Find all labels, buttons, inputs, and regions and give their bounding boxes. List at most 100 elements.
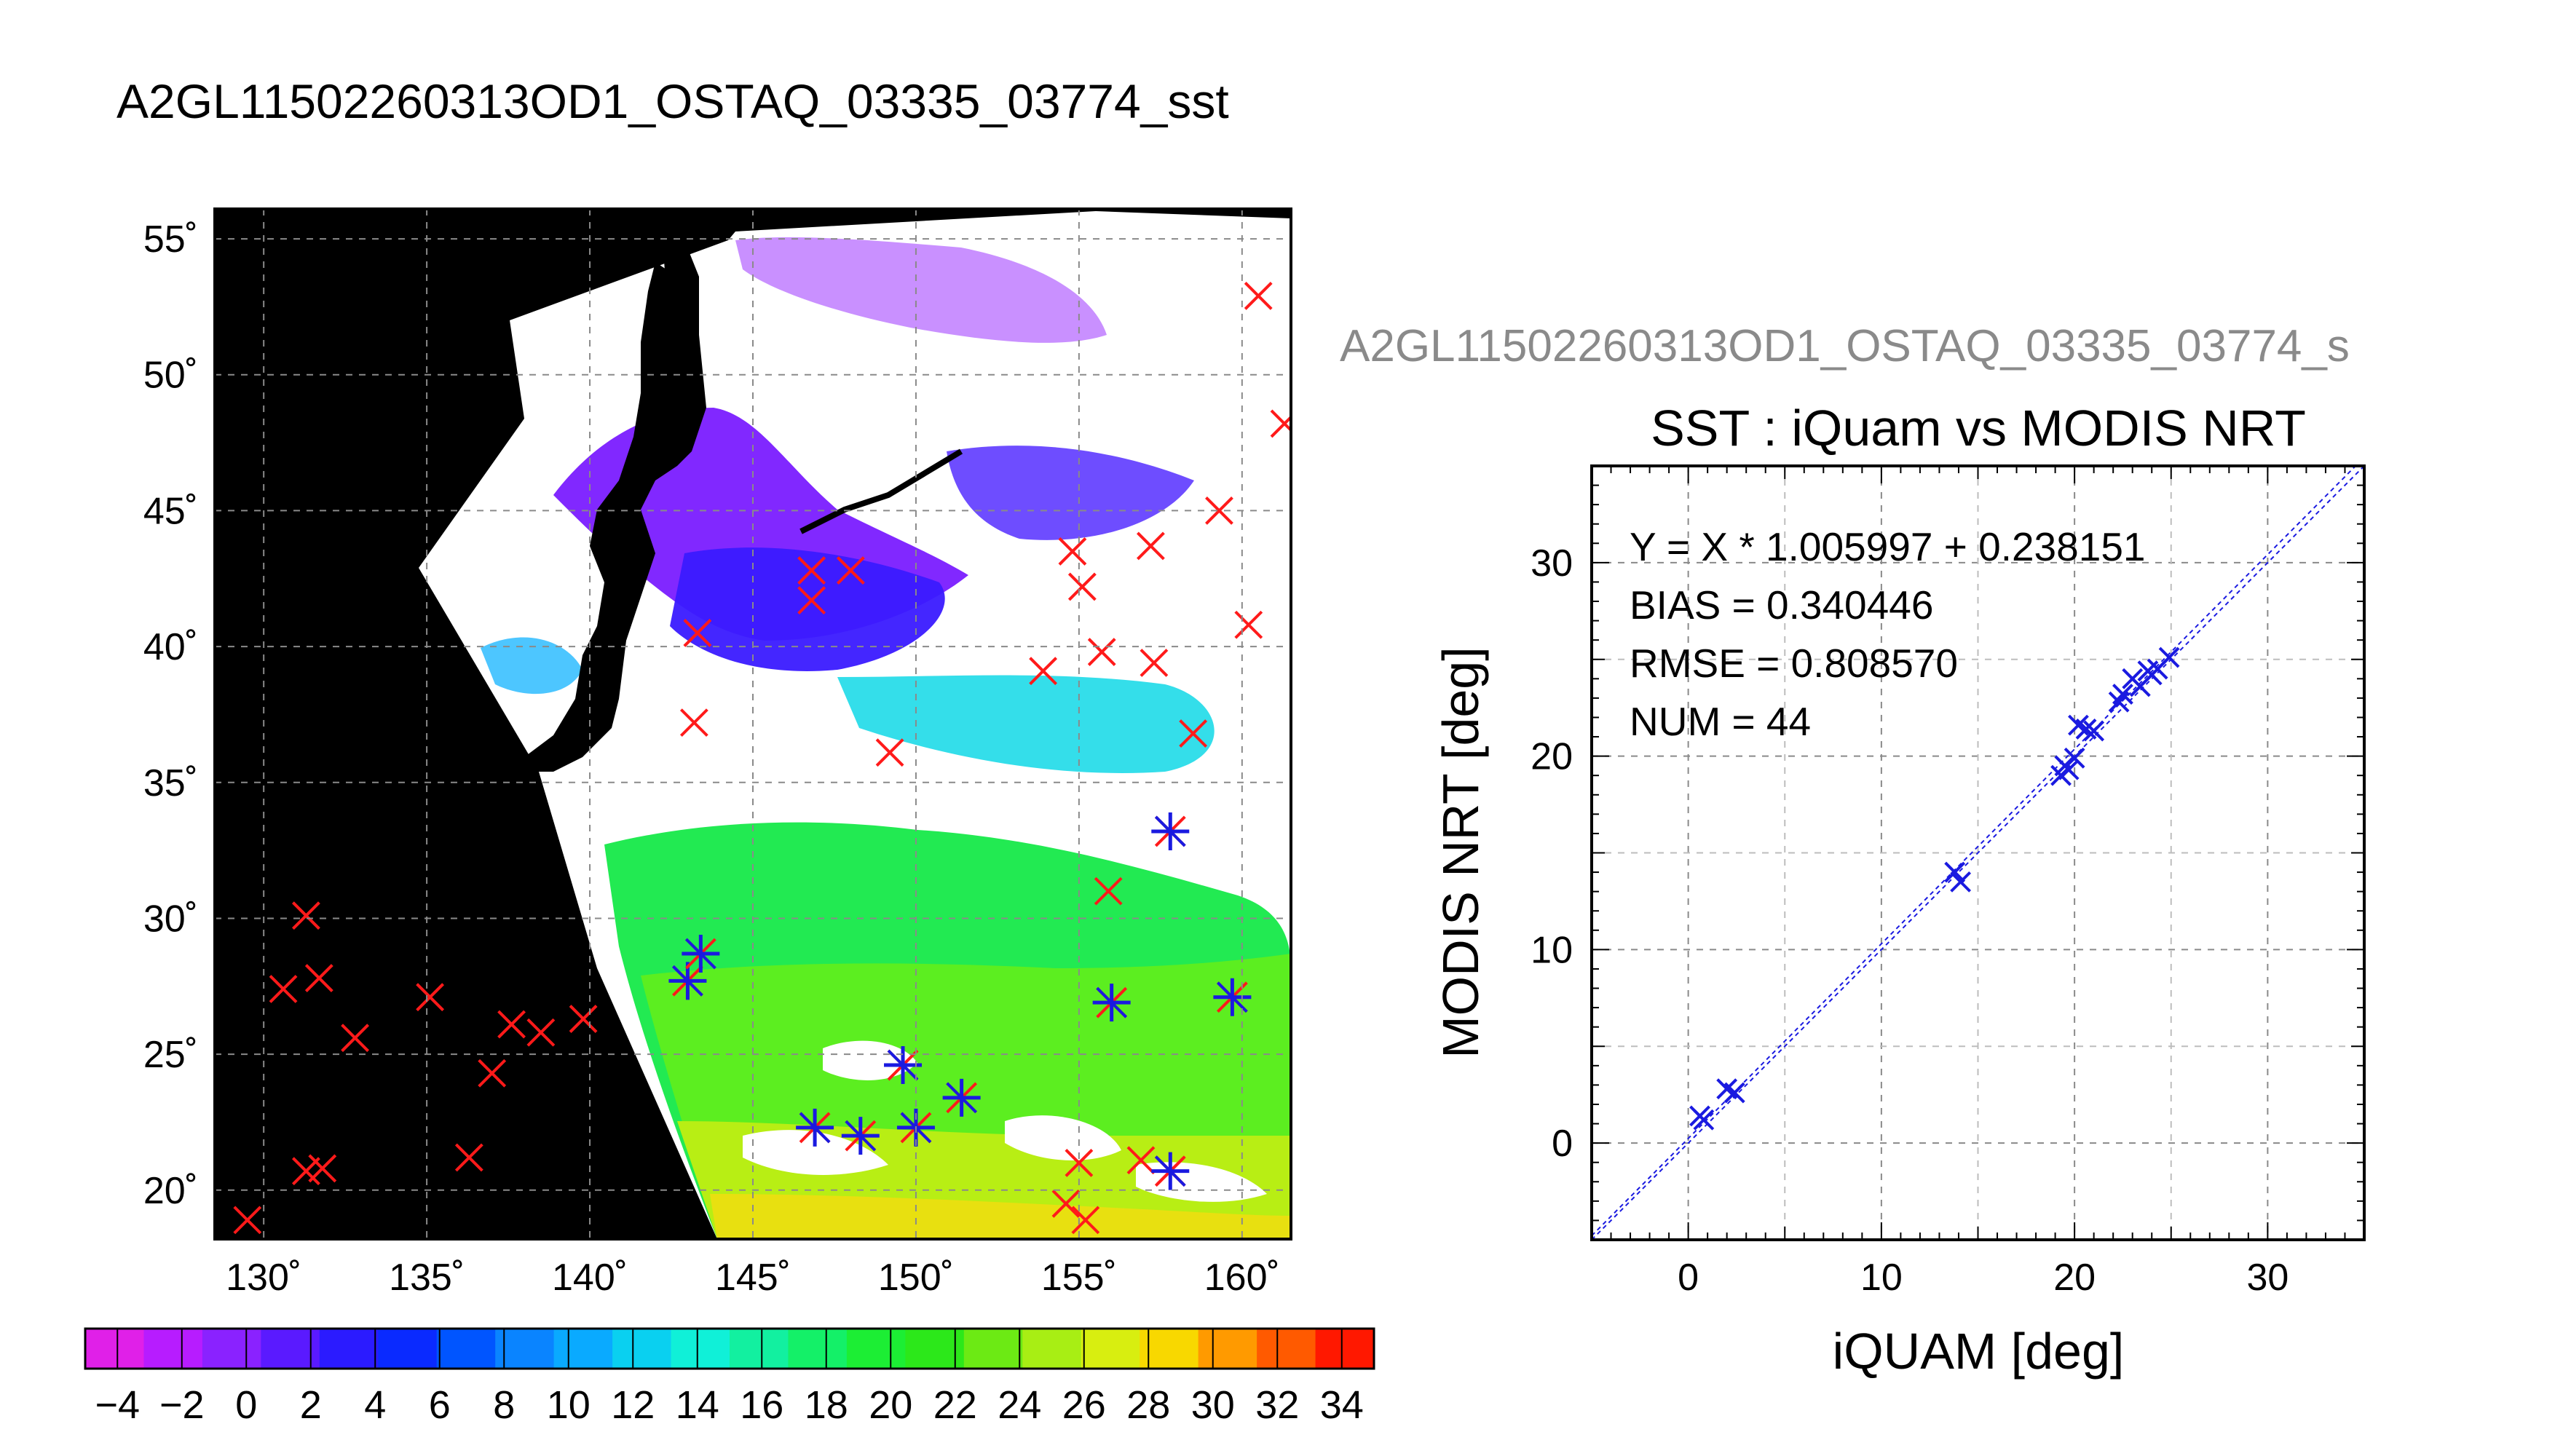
red-match-marker xyxy=(341,1024,370,1053)
colorbar-tick-label: 28 xyxy=(1126,1383,1170,1427)
colorbar-tick-label: 24 xyxy=(998,1383,1041,1427)
cloud-patch xyxy=(743,1130,888,1175)
red-match-marker xyxy=(1270,409,1291,438)
page-title: A2GL11502260313OD1_OSTAQ_03335_03774_sst xyxy=(117,74,1229,128)
scatter-point xyxy=(2075,719,2097,740)
sst-yellow-region xyxy=(710,1194,1291,1239)
red-match-marker xyxy=(526,1018,556,1047)
scatter-point xyxy=(1693,1109,1715,1131)
red-match-marker xyxy=(308,1154,337,1183)
red-match-marker xyxy=(797,586,826,615)
scatter-panel: A2GL11502260313OD1_OSTAQ_03335_03774_s S… xyxy=(1340,321,2366,1380)
red-match-marker xyxy=(416,983,445,1012)
rmse-value: RMSE = 0.808570 xyxy=(1630,641,1958,686)
scatter-x-tick-label: 10 xyxy=(1860,1257,1903,1299)
cloud-patch xyxy=(823,1040,917,1080)
colorbar-tick-label: −4 xyxy=(95,1383,140,1427)
blue-match-marker xyxy=(668,962,707,1000)
red-match-marker xyxy=(1179,719,1208,748)
scatter-point xyxy=(2058,759,2080,780)
blue-match-marker xyxy=(1151,1152,1190,1190)
colorbar-tick-label: 8 xyxy=(493,1383,515,1427)
sst-map: 55˚ 50˚ 45˚ 40˚ 35˚ 30˚ 25˚ 20˚ 130˚ 135˚ 140˚ 145… xyxy=(143,207,1292,1299)
japan-landmass xyxy=(524,262,706,772)
scatter-x-tick-label: 20 xyxy=(2053,1257,2096,1299)
scatter-title-gray: A2GL11502260313OD1_OSTAQ_03335_03774_s xyxy=(1340,321,2350,371)
colorbar-tick-label: 30 xyxy=(1191,1383,1235,1427)
scatter-point xyxy=(1950,871,1972,893)
red-match-marker xyxy=(1136,531,1165,561)
red-match-marker xyxy=(1140,649,1169,677)
scatter-grid xyxy=(1592,466,2364,1240)
colorbar-cell xyxy=(1140,1329,1199,1369)
colorbar-cell xyxy=(1315,1329,1375,1369)
colorbar-tick-label: 18 xyxy=(805,1383,848,1427)
red-match-marker xyxy=(1234,610,1263,639)
colorbar-cell xyxy=(612,1329,672,1369)
regression-line xyxy=(1592,466,2357,1237)
map-lat-tick-label: 40˚ xyxy=(143,626,198,668)
map-lat-tick-label: 35˚ xyxy=(143,762,198,804)
sst-cyan-region xyxy=(837,675,1215,773)
red-match-marker xyxy=(1071,1206,1100,1235)
red-match-marker xyxy=(1244,282,1273,310)
map-lat-tick-label: 55˚ xyxy=(143,218,198,261)
scatter-point xyxy=(2141,664,2163,686)
colorbar-cell xyxy=(1022,1329,1082,1369)
colorbar-tick-label: 0 xyxy=(235,1383,257,1427)
map-lat-tick-label: 30˚ xyxy=(143,898,198,940)
colorbar-tick-label: 20 xyxy=(869,1383,912,1427)
map-lon-tick-label: 140˚ xyxy=(552,1257,628,1299)
colorbar-cell xyxy=(671,1329,730,1369)
cloud-patch xyxy=(1005,1115,1121,1160)
scatter-x-tick-labels: 0 10 20 30 xyxy=(1678,1257,2289,1299)
colorbar-tick-label: −2 xyxy=(159,1383,205,1427)
blue-match-marker xyxy=(942,1078,981,1117)
colorbar-cell xyxy=(319,1329,379,1369)
sst-cyan-west xyxy=(481,637,583,695)
colorbar-tick-label: 4 xyxy=(364,1383,386,1427)
red-match-marker xyxy=(291,901,320,930)
identity-line xyxy=(1592,466,2364,1240)
blue-match-marker xyxy=(1092,984,1131,1022)
colorbar-frame xyxy=(84,1327,1375,1370)
scatter-title: SST : iQuam vs MODIS NRT xyxy=(1651,400,2306,456)
colorbar-tick-label: 26 xyxy=(1062,1383,1106,1427)
red-match-marker xyxy=(1205,496,1233,525)
colorbar-cell xyxy=(963,1329,1023,1369)
red-match-marker xyxy=(478,1059,507,1088)
fit-line xyxy=(1592,466,2364,1240)
colorbar-cell xyxy=(846,1329,906,1369)
map-lon-tick-label: 155˚ xyxy=(1041,1257,1117,1299)
colorbar-tick-label: 12 xyxy=(611,1383,655,1427)
map-lat-labels: 55˚ 50˚ 45˚ 40˚ 35˚ 30˚ 25˚ 20˚ xyxy=(143,218,198,1212)
red-match-marker xyxy=(875,738,904,767)
red-match-marker xyxy=(1067,572,1097,601)
map-frame xyxy=(213,207,1292,1241)
bias-value: BIAS = 0.340446 xyxy=(1630,582,1933,628)
colorbar-tick-label: 2 xyxy=(300,1383,322,1427)
scatter-y-tick-label: 30 xyxy=(1531,542,1573,585)
scatter-y-tick-label: 0 xyxy=(1552,1123,1573,1165)
map-lon-tick-label: 150˚ xyxy=(878,1257,954,1299)
red-match-marker xyxy=(304,964,333,992)
red-match-marker xyxy=(797,556,826,585)
colorbar-cell xyxy=(1198,1329,1257,1369)
kuril-chain xyxy=(799,448,963,534)
sst-very-cold-region xyxy=(670,547,945,671)
red-match-marker xyxy=(679,708,708,737)
scatter-point xyxy=(2112,684,2133,705)
scatter-y-tick-labels: 0 10 20 30 xyxy=(1531,542,1573,1165)
colorbar-cell xyxy=(553,1329,613,1369)
red-match-marker xyxy=(1065,1149,1094,1177)
red-match-marker xyxy=(1087,638,1116,666)
colorbar-tick-label: 34 xyxy=(1320,1383,1364,1427)
map-lon-tick-label: 145˚ xyxy=(715,1257,791,1299)
map-lat-tick-label: 50˚ xyxy=(143,355,198,397)
scatter-points xyxy=(1689,646,2180,1131)
red-match-marker xyxy=(1058,537,1087,566)
red-match-marker xyxy=(569,1005,598,1033)
colorbar-tick-label: 10 xyxy=(547,1383,591,1427)
blue-match-marker xyxy=(1213,978,1252,1016)
